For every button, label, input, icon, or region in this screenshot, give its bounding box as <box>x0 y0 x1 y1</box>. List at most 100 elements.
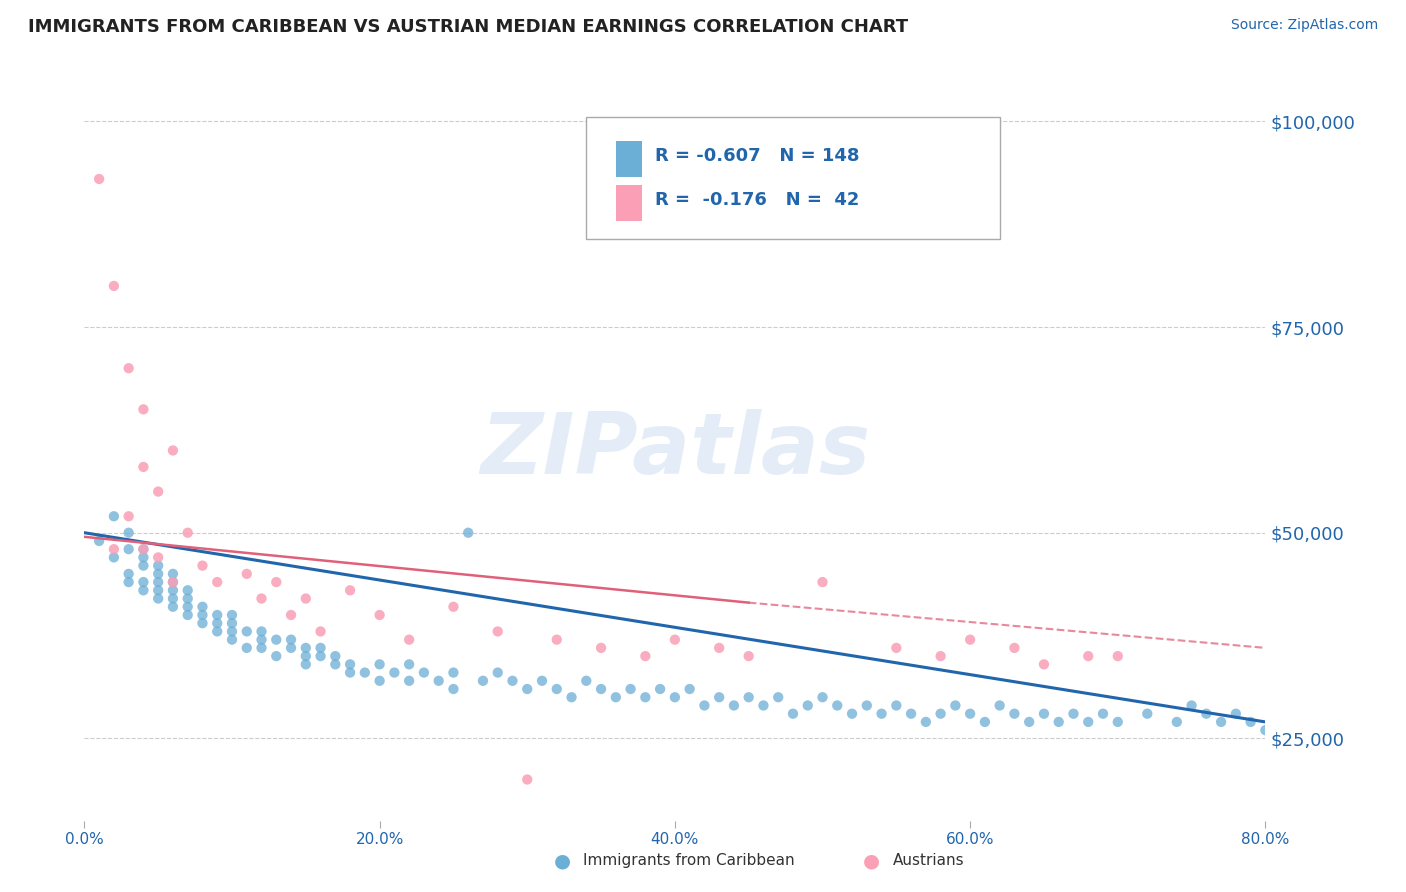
Point <box>886 698 908 713</box>
Point <box>929 706 952 721</box>
Point <box>516 772 538 787</box>
Point <box>266 632 288 647</box>
Point <box>709 640 731 655</box>
Point <box>148 550 170 565</box>
Point <box>827 698 849 713</box>
Point <box>207 607 229 622</box>
Point <box>118 566 141 581</box>
Point <box>103 509 125 524</box>
Point <box>443 599 465 614</box>
Point <box>309 624 332 639</box>
Point <box>1195 706 1218 721</box>
Point <box>309 649 332 664</box>
Point <box>738 690 761 705</box>
Point <box>280 607 302 622</box>
Point <box>959 706 981 721</box>
Point <box>811 690 834 705</box>
FancyBboxPatch shape <box>586 118 1000 239</box>
Text: Austrians: Austrians <box>893 854 965 868</box>
Point <box>546 632 568 647</box>
Point <box>974 714 997 729</box>
Point <box>207 616 229 631</box>
Point <box>486 665 509 680</box>
Point <box>1107 714 1129 729</box>
Point <box>693 698 716 713</box>
Point <box>177 583 200 598</box>
Point <box>634 690 657 705</box>
Point <box>382 665 406 680</box>
Point <box>723 698 745 713</box>
Point <box>605 690 627 705</box>
Point <box>191 558 214 573</box>
Point <box>118 525 141 540</box>
Point <box>591 681 613 696</box>
Point <box>132 459 155 474</box>
Point <box>103 279 125 293</box>
Point <box>266 649 288 664</box>
Point <box>457 525 479 540</box>
Point <box>398 673 420 688</box>
Point <box>87 172 111 186</box>
Point <box>103 542 125 557</box>
Point <box>295 657 318 672</box>
Point <box>1047 714 1070 729</box>
Point <box>988 698 1011 713</box>
Point <box>368 657 391 672</box>
Point <box>132 558 155 573</box>
Point <box>118 361 141 376</box>
Point <box>531 673 554 688</box>
Point <box>295 640 318 655</box>
Point <box>325 657 347 672</box>
Point <box>280 632 302 647</box>
Point <box>1211 714 1233 729</box>
Point <box>811 575 834 590</box>
Point <box>250 591 273 606</box>
Point <box>1225 706 1247 721</box>
Point <box>398 632 420 647</box>
Point <box>339 583 361 598</box>
Point <box>664 690 686 705</box>
Point <box>929 649 952 664</box>
Point <box>1033 706 1056 721</box>
Point <box>620 681 643 696</box>
Point <box>162 566 184 581</box>
Point <box>118 542 141 557</box>
Point <box>309 640 332 655</box>
Point <box>1063 706 1085 721</box>
Point <box>709 690 731 705</box>
Point <box>162 575 184 590</box>
Point <box>177 591 200 606</box>
Text: R =  -0.176   N =  42: R = -0.176 N = 42 <box>655 191 859 210</box>
Point <box>236 624 259 639</box>
Point <box>221 616 243 631</box>
Point <box>132 583 155 598</box>
Point <box>132 542 155 557</box>
Point <box>900 706 922 721</box>
Point <box>443 681 465 696</box>
Point <box>191 616 214 631</box>
Point <box>221 632 243 647</box>
Point <box>797 698 820 713</box>
Point <box>1077 649 1099 664</box>
Point <box>1136 706 1159 721</box>
Point <box>472 673 495 688</box>
Point <box>132 550 155 565</box>
Point <box>132 402 155 417</box>
Point <box>325 649 347 664</box>
Point <box>561 690 583 705</box>
Point <box>148 566 170 581</box>
Point <box>148 591 170 606</box>
Point <box>148 484 170 499</box>
Point <box>354 665 377 680</box>
Point <box>1166 714 1188 729</box>
Text: IMMIGRANTS FROM CARIBBEAN VS AUSTRIAN MEDIAN EARNINGS CORRELATION CHART: IMMIGRANTS FROM CARIBBEAN VS AUSTRIAN ME… <box>28 18 908 36</box>
Point <box>148 575 170 590</box>
Point <box>1077 714 1099 729</box>
Point <box>1150 855 1173 869</box>
Point <box>221 624 243 639</box>
Point <box>162 599 184 614</box>
Point <box>191 599 214 614</box>
Bar <box>616 141 641 177</box>
Point <box>1004 706 1026 721</box>
Point <box>591 640 613 655</box>
